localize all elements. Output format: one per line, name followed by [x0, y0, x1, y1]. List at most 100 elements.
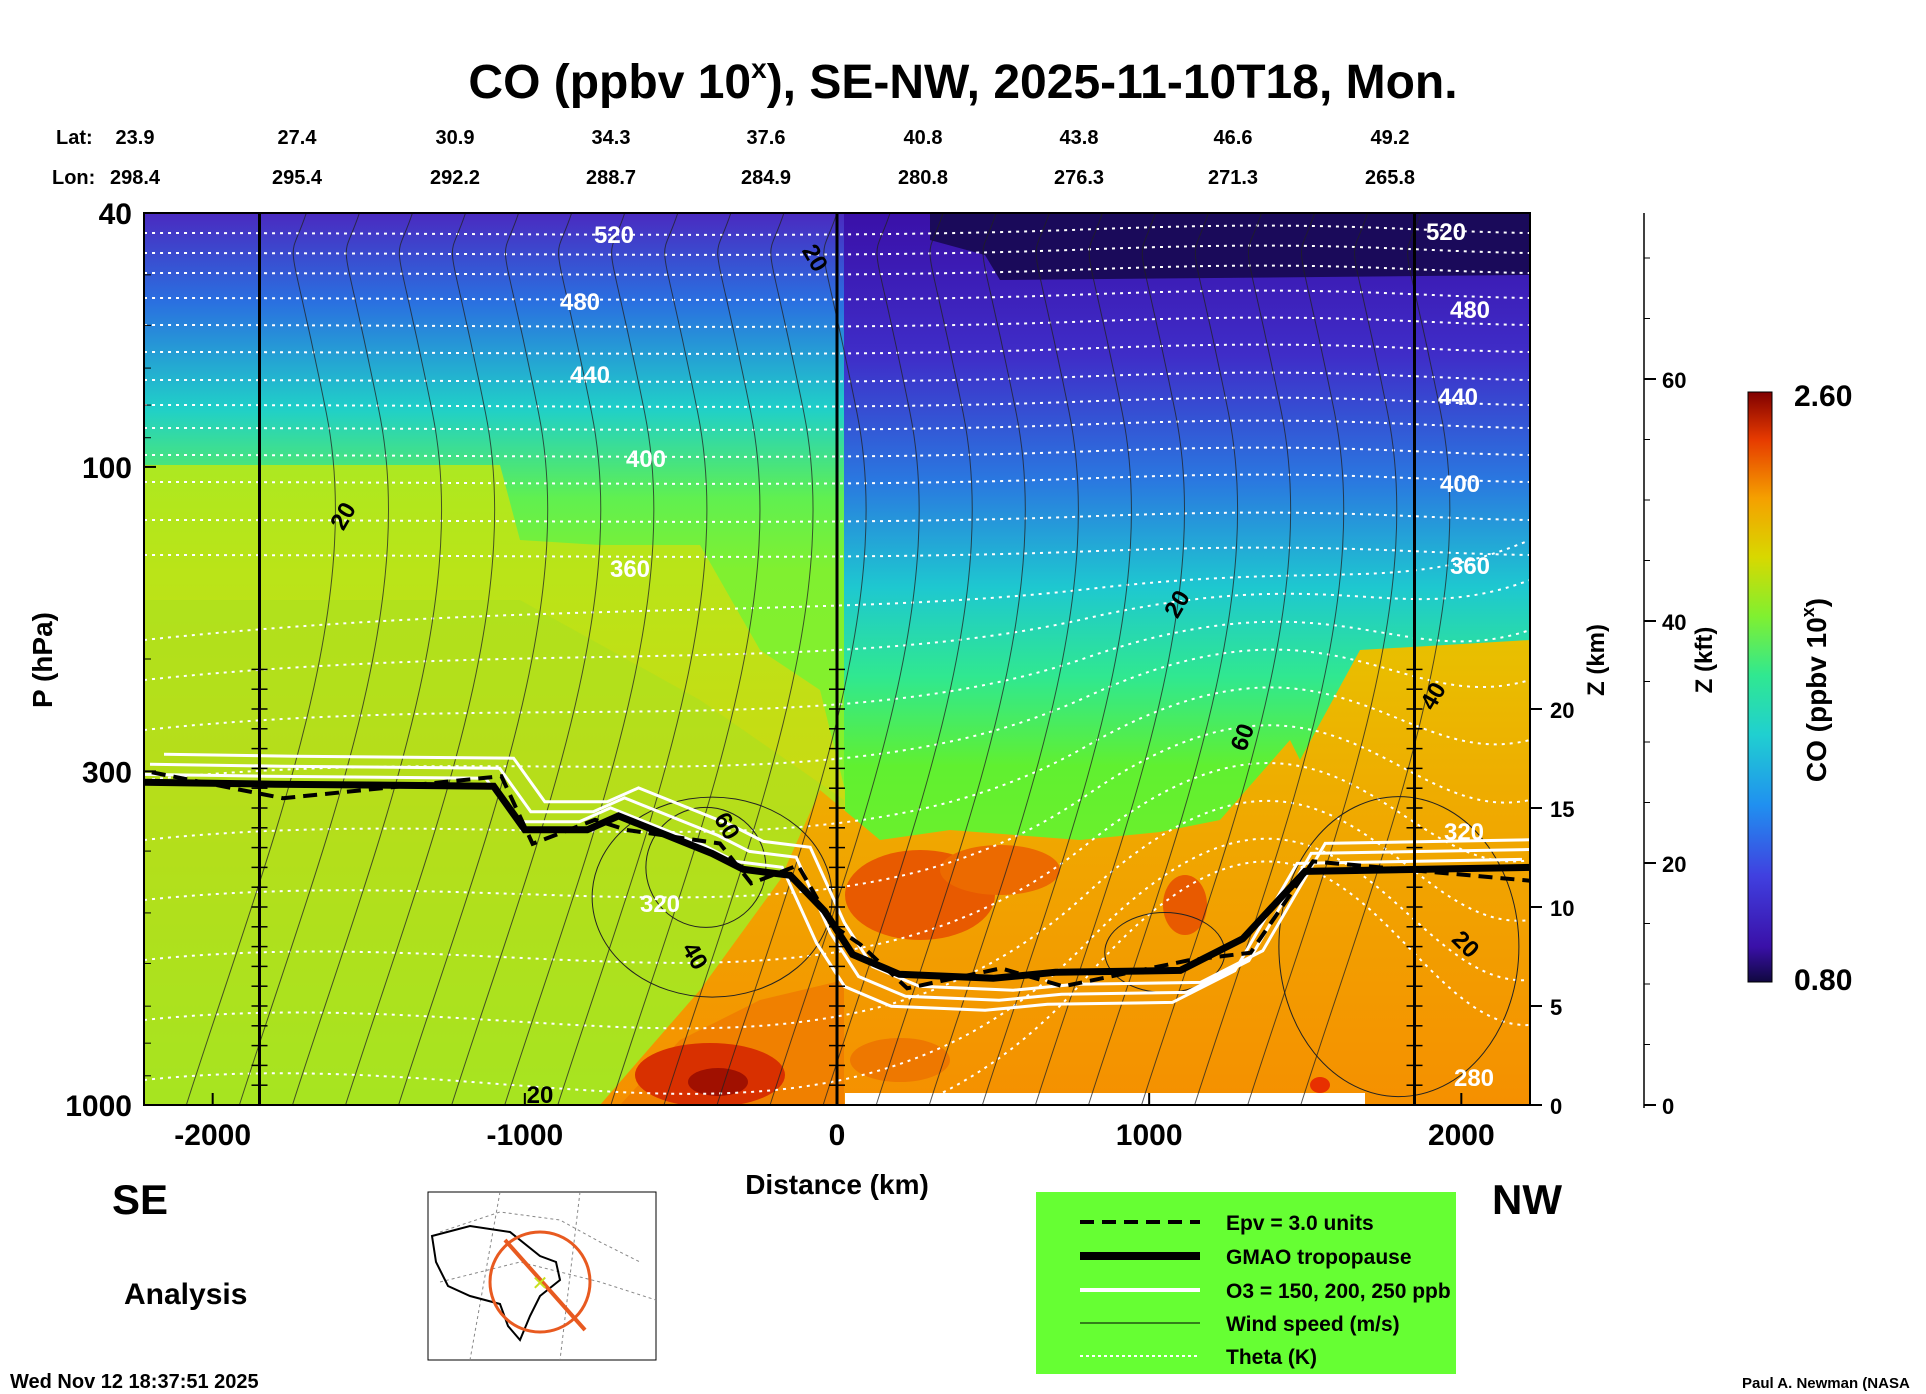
theta-label: 480 — [560, 289, 600, 316]
x-tick-label: 1000 — [1116, 1119, 1183, 1152]
lon-value: 292.2 — [430, 167, 480, 189]
theta-label: 320 — [1444, 819, 1484, 846]
wind-speed-contour — [238, 213, 389, 1105]
wind-speed-ring — [645, 806, 767, 928]
lat-value: 23.9 — [116, 127, 155, 149]
wind-speed-contour — [1194, 213, 1345, 1105]
y-tick-label: 40 — [99, 198, 132, 231]
theta-label: 520 — [1426, 219, 1466, 246]
lon-value: 265.8 — [1365, 167, 1415, 189]
wind-speed-contour — [663, 213, 814, 1105]
y-axis-label: P (hPa) — [27, 612, 58, 708]
zkm-tick-label: 10 — [1550, 896, 1574, 921]
center-marker: ✕ — [532, 1273, 549, 1295]
lon-value: 295.4 — [272, 167, 323, 189]
wind-speed-contour — [451, 213, 602, 1105]
lat-value: 37.6 — [747, 127, 786, 149]
x-tick-label: -1000 — [486, 1119, 563, 1152]
theta-contour — [144, 316, 1530, 328]
lon-value: 271.3 — [1208, 167, 1258, 189]
analysis-label: Analysis — [124, 1278, 247, 1311]
credit: Paul A. Newman (NASA — [1742, 1375, 1910, 1392]
wind-speed-contour — [610, 213, 761, 1105]
theta-contour — [144, 446, 1530, 458]
theta-label: 400 — [626, 446, 666, 473]
colorbar — [1747, 391, 1773, 983]
theta-contour — [144, 396, 1530, 408]
x-axis-label: Distance (km) — [745, 1169, 929, 1200]
theta-contour — [144, 264, 1530, 276]
theta-label: 440 — [1438, 384, 1478, 411]
wind-speed-contour — [1034, 213, 1185, 1105]
direction-nw: NW — [1492, 1176, 1562, 1223]
wind-speed-contour — [928, 213, 1079, 1105]
north-america-outline — [430, 1224, 562, 1342]
wind-speed-contour — [1247, 213, 1398, 1105]
lon-value: 298.4 — [110, 167, 161, 189]
theta-contour — [144, 473, 1530, 485]
lat-label: Lat: — [56, 127, 93, 149]
domain-circle — [488, 1230, 592, 1334]
lat-lon-header: 23.9 27.4 30.9 34.3 37.6 40.8 43.8 46.6 49.2 298.… — [110, 127, 1415, 189]
lat-value: 34.3 — [592, 127, 631, 149]
y-tick-label: 300 — [82, 756, 132, 789]
x-tick-label: 0 — [829, 1119, 846, 1152]
zkft-tick-label: 60 — [1662, 368, 1686, 393]
lon-value: 284.9 — [741, 167, 791, 189]
wind-speed-contour — [1141, 213, 1292, 1105]
wind-speed-contour — [504, 213, 655, 1105]
lat-value: 27.4 — [278, 127, 318, 149]
zkm-tick-label: 20 — [1550, 698, 1574, 723]
z-km-axis-label: Z (km) — [1583, 624, 1610, 696]
ozone-contour — [163, 752, 1530, 992]
theta-contour — [144, 762, 1530, 964]
theta-contour — [144, 343, 1530, 355]
theta-contour — [144, 244, 1530, 256]
lon-value: 276.3 — [1054, 167, 1104, 189]
plot-area: 520 480 440 400 360 320 520 480 440 400 360 320 280 2… — [144, 213, 1530, 1105]
wind-speed-contour — [981, 213, 1132, 1105]
lon-value: 280.8 — [898, 167, 948, 189]
theta-contour — [144, 579, 1530, 681]
zkm-tick-label: 5 — [1550, 995, 1562, 1020]
lon-value: 288.7 — [586, 167, 636, 189]
timestamp: Wed Nov 12 18:37:51 2025 — [10, 1371, 259, 1393]
y-tick-label: 100 — [82, 452, 132, 485]
theta-label: 520 — [594, 222, 634, 249]
wind-speed-contour — [716, 213, 867, 1105]
wind-speed-ring — [1278, 796, 1520, 1098]
lat-value: 40.8 — [904, 127, 943, 149]
direction-se: SE — [112, 1176, 168, 1223]
legend-wind: Wind speed (m/s) — [1226, 1313, 1400, 1336]
x-tick-label: -2000 — [174, 1119, 251, 1152]
chart-title: CO (ppbv 10x), SE-NW, 2025-11-10T18, Mon… — [468, 53, 1457, 109]
lat-value: 30.9 — [436, 127, 475, 149]
theta-contour — [144, 371, 1530, 383]
theta-label: 280 — [1454, 1065, 1494, 1092]
reference-verticals — [251, 213, 1423, 1105]
theta-contour — [144, 724, 1530, 901]
zkft-tick-label: 40 — [1662, 610, 1686, 635]
zkm-tick-label: 15 — [1550, 797, 1574, 822]
colorbar-title: CO (ppbv 10x) — [1798, 598, 1832, 782]
wind-speed-contour — [557, 213, 708, 1105]
theta-contour — [144, 224, 1530, 236]
wind-speed-contour — [1300, 213, 1451, 1105]
wind-speed-contour — [1087, 213, 1239, 1105]
wind-speed-contour — [875, 213, 1026, 1105]
legend: Epv = 3.0 units GMAO tropopause O3 = 150… — [1036, 1192, 1456, 1374]
wind-speed-contour — [822, 213, 973, 1105]
zkm-tick-label: 0 — [1550, 1094, 1562, 1119]
theta-contour — [144, 546, 1530, 558]
theta-contour — [144, 686, 1530, 841]
transect-line — [503, 1238, 587, 1332]
theta-label: 400 — [1440, 471, 1480, 498]
lat-value: 46.6 — [1214, 127, 1253, 149]
zkft-tick-label: 20 — [1662, 852, 1686, 877]
lat-value: 49.2 — [1371, 127, 1410, 149]
lon-label: Lon: — [52, 167, 95, 189]
wind-speed-contour — [291, 213, 443, 1105]
gmao-tropopause-line — [144, 778, 1530, 982]
wind-speed-contour — [185, 213, 336, 1105]
